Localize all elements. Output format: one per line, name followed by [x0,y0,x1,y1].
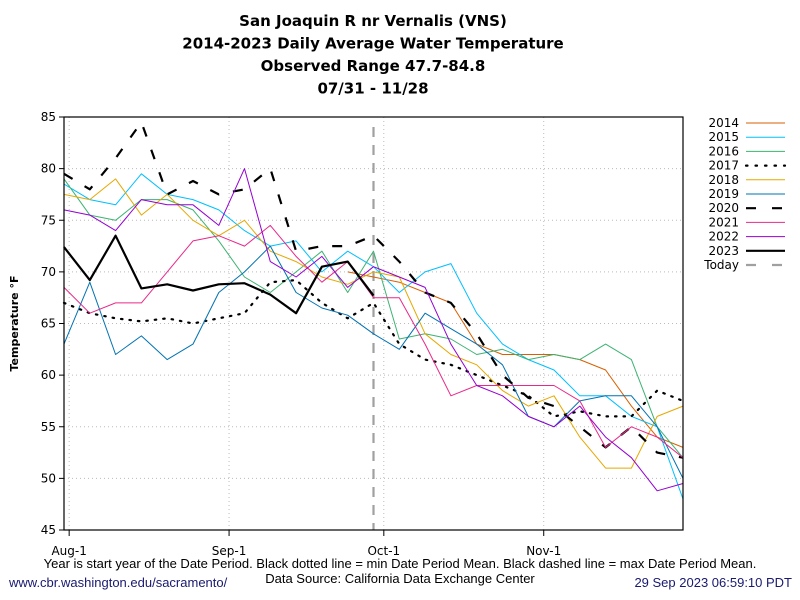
legend-label: 2014 [708,116,739,130]
y-tick-label: 50 [41,471,56,485]
legend-label: 2017 [708,159,739,173]
legend-label: 2018 [708,173,739,187]
x-tick-label: Nov-1 [526,544,561,558]
chart-title-line: San Joaquin R nr Vernalis (VNS) [239,12,507,30]
footnote: Year is start year of the Date Period. B… [43,556,757,571]
legend-label: 2023 [708,244,739,258]
plot-frame [63,116,684,531]
chart-title-line: 07/31 - 11/28 [317,80,428,98]
series-line-2016 [63,178,684,459]
y-tick-label: 80 [41,162,56,176]
y-tick-label: 75 [41,213,56,227]
legend-label: 2022 [708,230,739,244]
series-line-2021 [63,224,684,459]
series-line-2018 [63,178,684,469]
series-line-2023 [63,234,375,315]
y-tick-label: 65 [41,317,56,331]
legend-label: 2015 [708,130,739,144]
x-tick-label: Sep-1 [212,544,247,558]
chart-title-line: Observed Range 47.7-84.8 [261,57,486,75]
legend-label: 2019 [708,187,739,201]
y-tick-label: 85 [41,110,56,124]
x-tick-label: Aug-1 [51,544,86,558]
legend-label: Today [703,258,739,272]
timestamp: 29 Sep 2023 06:59:10 PDT [634,575,792,590]
legend-label: 2020 [708,201,739,215]
series-line-2022 [63,168,684,492]
legend-label: 2021 [708,215,739,229]
y-tick-label: 45 [41,523,56,537]
y-tick-label: 60 [41,368,56,382]
y-tick-label: 70 [41,265,56,279]
y-tick-label: 55 [41,420,56,434]
legend-label: 2016 [708,144,739,158]
y-axis-label: Temperature °F [8,276,21,372]
source-url-link[interactable]: www.cbr.washington.edu/sacramento/ [9,575,228,590]
x-tick-label: Oct-1 [367,544,400,558]
data-source: Data Source: California Data Exchange Ce… [265,571,535,586]
chart-title-line: 2014-2023 Daily Average Water Temperatur… [182,35,563,53]
series-line-2014 [347,271,684,448]
